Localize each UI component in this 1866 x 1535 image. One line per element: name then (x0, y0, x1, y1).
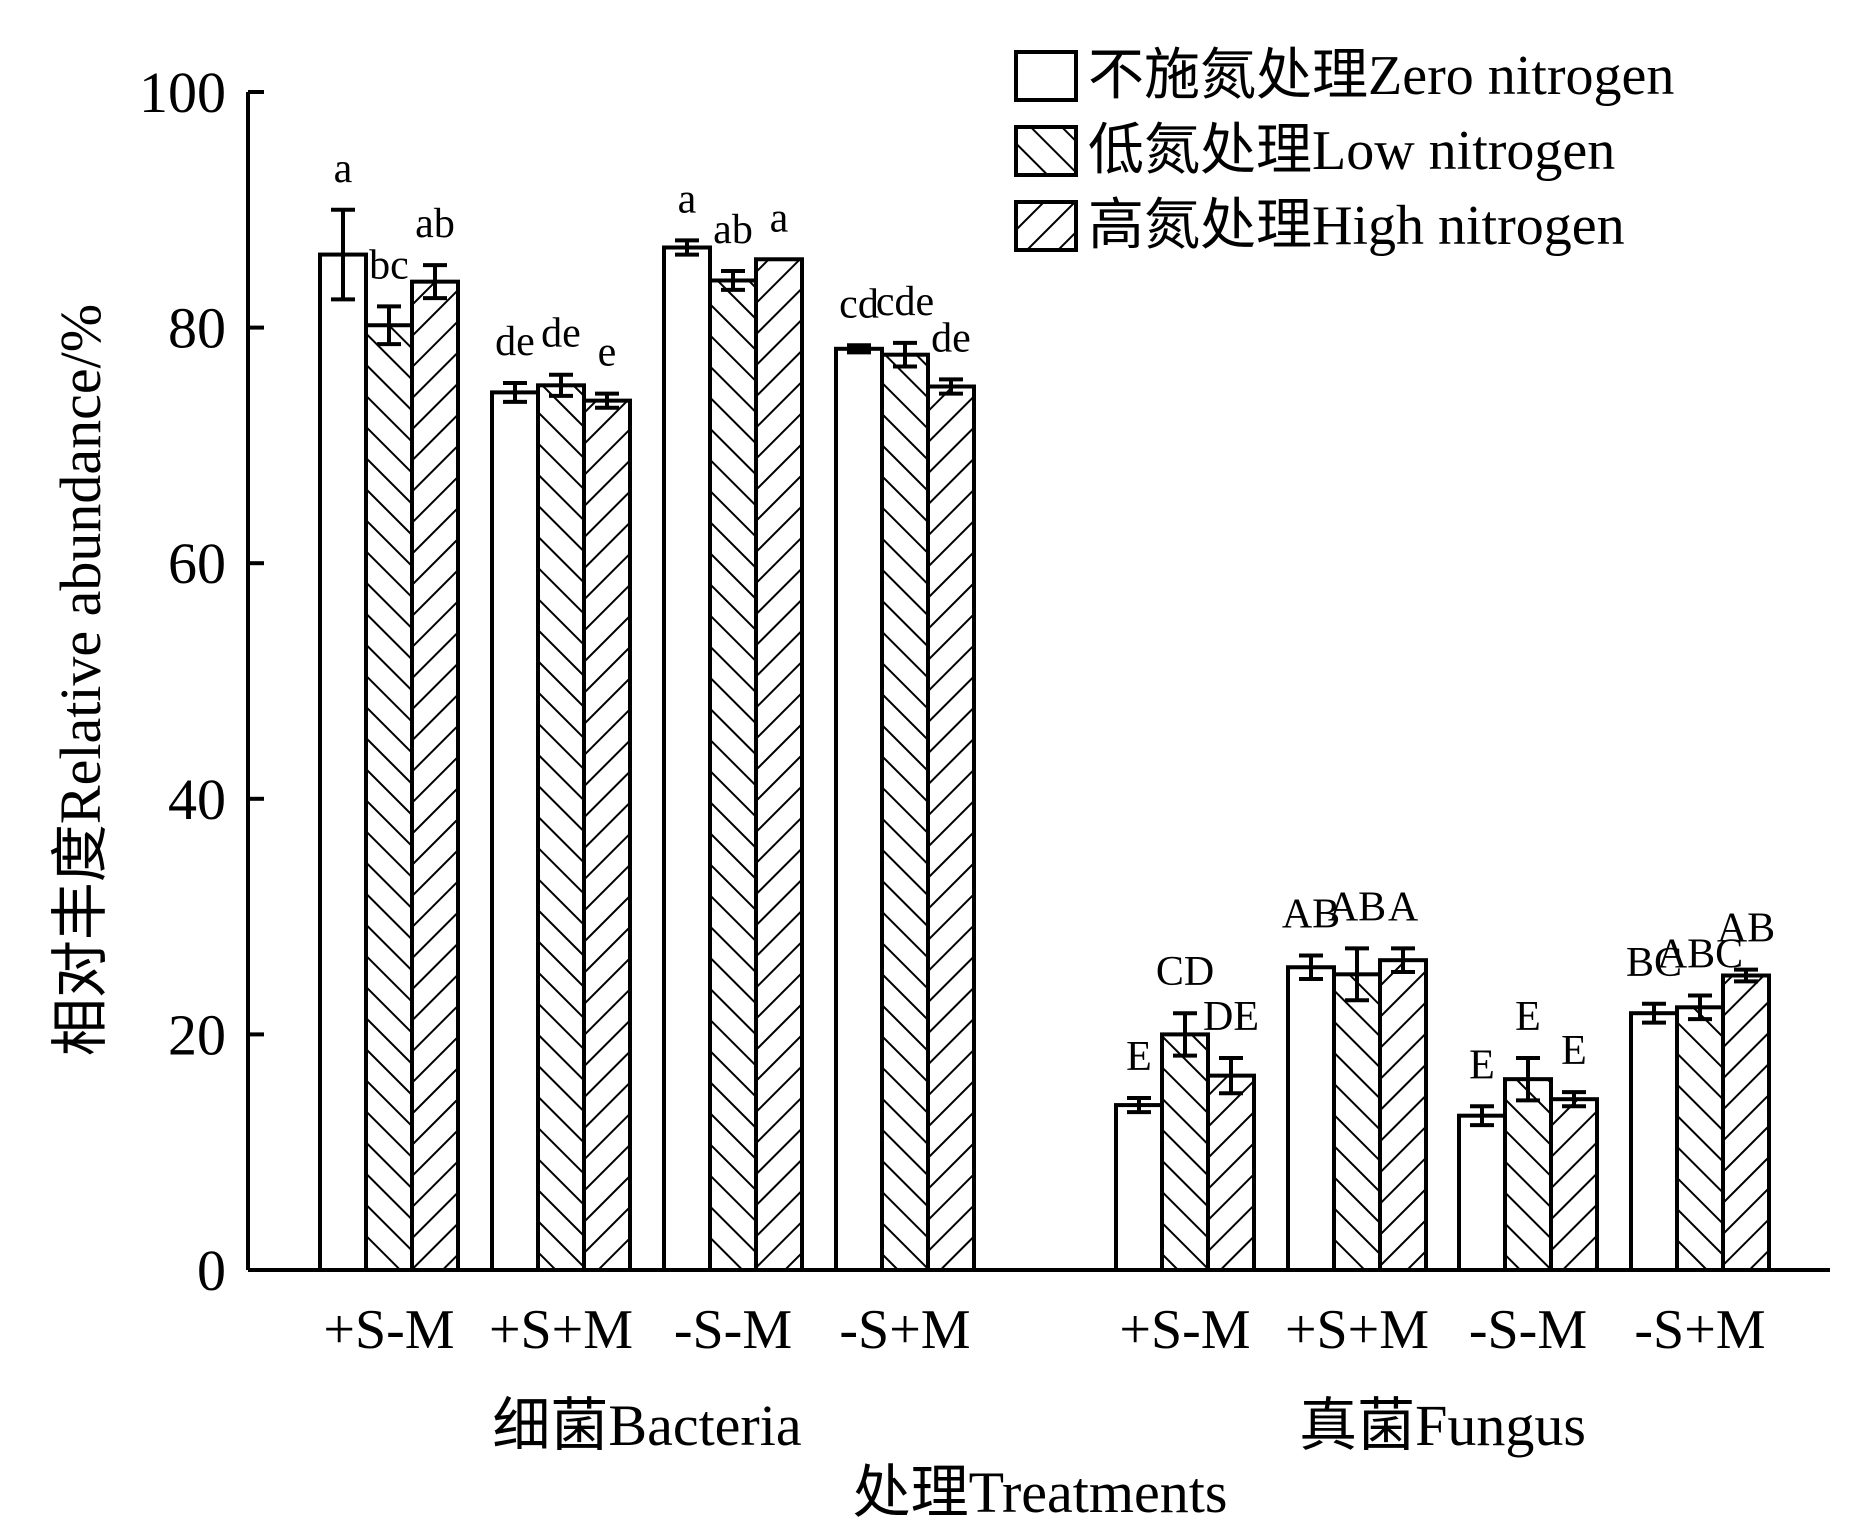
x-category-label: -S-M (674, 1299, 792, 1361)
bar (880, 352, 930, 1273)
bar (662, 245, 712, 1273)
bar (1286, 965, 1336, 1273)
bar-layer (318, 207, 1771, 1273)
bar (1629, 1011, 1679, 1272)
bar (536, 383, 586, 1272)
bar (1457, 1113, 1507, 1272)
legend-swatch (1014, 50, 1078, 102)
significance-letter: de (931, 315, 971, 361)
bar (318, 252, 368, 1272)
bar (1378, 958, 1428, 1272)
x-category-label: +S-M (1119, 1299, 1250, 1361)
bar (926, 384, 976, 1272)
significance-letter: BC (1626, 940, 1682, 986)
significance-letter: AB (1282, 891, 1340, 937)
significance-letter: de (495, 319, 535, 365)
significance-letter: bc (369, 242, 409, 288)
label-layer: a de a cd bc de ab cde ab e a de E AB E BC CD AB E ABC DE A E A… (334, 146, 1776, 1088)
x-category-label: -S+M (839, 1299, 970, 1361)
significance-letter: CD (1156, 949, 1214, 995)
bar (754, 257, 804, 1272)
y-tick-label: 100 (139, 60, 226, 125)
significance-letter: a (334, 146, 353, 192)
legend-swatch (1014, 125, 1078, 177)
y-tick-label: 60 (168, 531, 226, 596)
significance-letter: A (1388, 884, 1419, 930)
significance-letter: a (770, 195, 789, 241)
x-axis-title: 处理Treatments (853, 1460, 1228, 1525)
bar (1549, 1097, 1599, 1272)
legend-swatch (1014, 200, 1078, 252)
bar (1721, 973, 1771, 1272)
bar (410, 279, 460, 1272)
significance-letter: cde (876, 279, 934, 325)
significance-letter: AB (1717, 906, 1775, 952)
significance-letter: DE (1203, 994, 1259, 1040)
significance-letter: E (1515, 994, 1541, 1040)
y-tick-label: 40 (168, 767, 226, 832)
y-tick-label: 0 (197, 1238, 226, 1303)
legend-label: 低氮处理Low nitrogen (1088, 120, 1615, 182)
x-axis: +S-M +S+M -S-M -S+M 细菌Bacteria +S-M +S+M -S-M -S… (248, 1268, 1830, 1458)
x-category-label: +S+M (1285, 1299, 1429, 1361)
y-tick-label: 80 (168, 296, 226, 361)
y-axis-title: 相对丰度Relative abundance/% (48, 304, 113, 1056)
legend-label: 高氮处理High nitrogen (1088, 195, 1625, 257)
bar (834, 346, 884, 1272)
bar (1114, 1103, 1164, 1272)
significance-letter: ab (415, 201, 455, 247)
bar (1503, 1077, 1553, 1272)
significance-letter: E (1561, 1028, 1587, 1074)
legend-label: 不施氮处理Zero nitrogen (1088, 45, 1674, 107)
significance-letter: cd (839, 281, 879, 327)
significance-letter: e (598, 330, 617, 376)
bar (364, 323, 414, 1272)
x-category-label: +S+M (489, 1299, 633, 1361)
x-group-label: 真菌Fungus (1299, 1393, 1586, 1458)
significance-letter: a (678, 176, 697, 222)
significance-letter: AB (1328, 884, 1386, 930)
significance-letter: ab (713, 207, 753, 253)
bar (708, 278, 758, 1273)
bar (490, 390, 540, 1272)
bar (1332, 972, 1382, 1273)
significance-letter: E (1469, 1042, 1495, 1088)
x-category-label: -S+M (1634, 1299, 1765, 1361)
bar (1160, 1032, 1210, 1273)
significance-letter: ABC (1657, 932, 1743, 978)
x-category-label: +S-M (323, 1299, 454, 1361)
x-group-label: 细菌Bacteria (492, 1393, 801, 1458)
bar (582, 398, 632, 1272)
significance-letter: de (541, 311, 581, 357)
x-category-label: -S-M (1469, 1299, 1587, 1361)
bar (1206, 1073, 1256, 1272)
significance-letter: E (1126, 1034, 1152, 1080)
legend: 不施氮处理Zero nitrogen 低氮处理Low nitrogen 高氮处理Hi… (1014, 45, 1674, 257)
y-tick-label: 20 (168, 1002, 226, 1067)
y-axis: 0 20 40 60 80 100 (139, 60, 264, 1303)
bar (1675, 1005, 1725, 1273)
